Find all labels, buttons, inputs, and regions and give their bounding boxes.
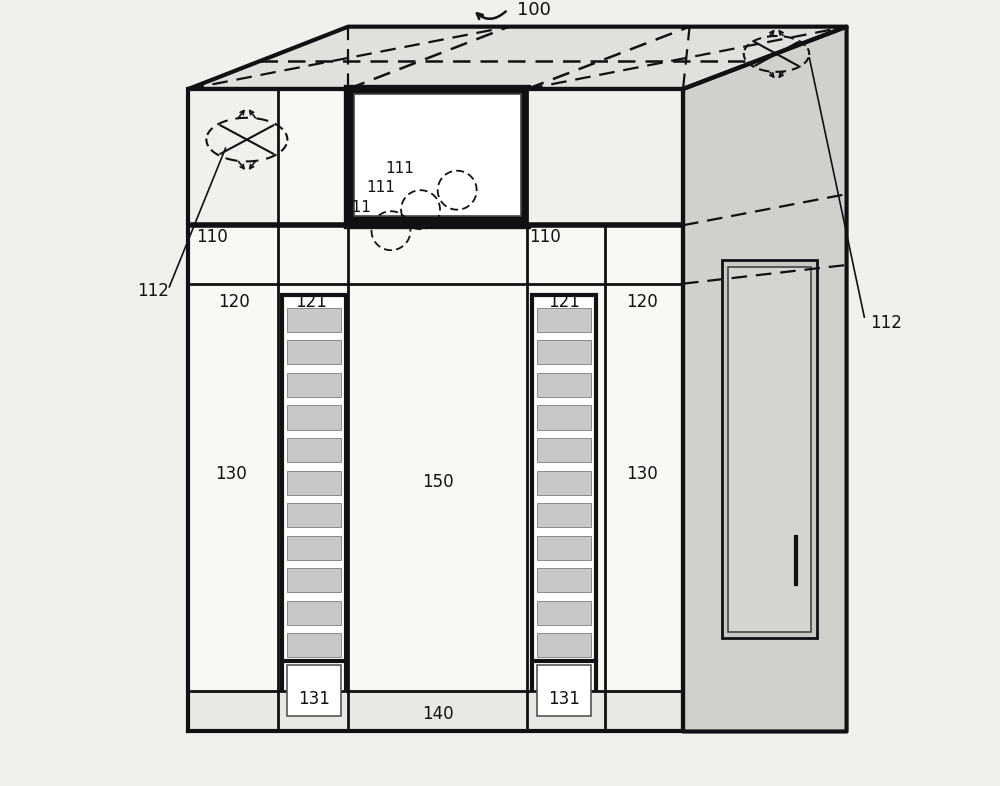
Bar — [537, 373, 591, 397]
Bar — [532, 296, 596, 720]
Text: 150: 150 — [422, 473, 454, 491]
Bar — [287, 307, 341, 332]
Bar — [287, 665, 341, 716]
Bar — [537, 536, 591, 560]
Text: 110: 110 — [196, 228, 228, 246]
Text: 111: 111 — [385, 161, 414, 176]
Bar — [287, 568, 341, 593]
Bar — [354, 94, 521, 216]
Text: 131: 131 — [548, 690, 580, 707]
Text: 100: 100 — [517, 1, 551, 19]
Bar — [287, 471, 341, 494]
Bar — [537, 406, 591, 429]
Bar — [287, 438, 341, 462]
Text: 130: 130 — [215, 465, 247, 483]
Bar — [188, 89, 278, 226]
Text: 110: 110 — [529, 228, 561, 246]
Text: 111: 111 — [343, 200, 371, 215]
Bar — [537, 568, 591, 593]
Text: 121: 121 — [295, 292, 327, 310]
Polygon shape — [188, 89, 683, 732]
Bar — [537, 601, 591, 625]
Bar — [537, 634, 591, 658]
Bar — [282, 296, 346, 720]
Bar — [287, 601, 341, 625]
Text: 112: 112 — [870, 314, 902, 332]
Bar — [287, 503, 341, 527]
Bar — [537, 503, 591, 527]
Bar — [537, 438, 591, 462]
Bar — [287, 406, 341, 429]
Bar — [287, 340, 341, 365]
Bar — [537, 307, 591, 332]
Bar — [527, 89, 683, 226]
Bar — [287, 634, 341, 658]
Text: 111: 111 — [366, 179, 395, 195]
Text: 140: 140 — [422, 704, 454, 722]
Text: 130: 130 — [626, 465, 658, 483]
Bar — [728, 266, 811, 632]
Bar — [537, 665, 591, 716]
Text: 121: 121 — [548, 292, 580, 310]
Bar — [287, 536, 341, 560]
Bar — [537, 340, 591, 365]
Bar — [537, 471, 591, 494]
Bar — [348, 89, 527, 226]
Bar — [188, 691, 683, 732]
Text: 112: 112 — [137, 282, 169, 300]
Polygon shape — [188, 27, 847, 89]
Text: 131: 131 — [298, 690, 330, 707]
Text: 120: 120 — [218, 292, 250, 310]
Polygon shape — [683, 27, 847, 732]
Bar — [722, 260, 817, 638]
Text: 120: 120 — [626, 292, 658, 310]
Bar — [287, 373, 341, 397]
